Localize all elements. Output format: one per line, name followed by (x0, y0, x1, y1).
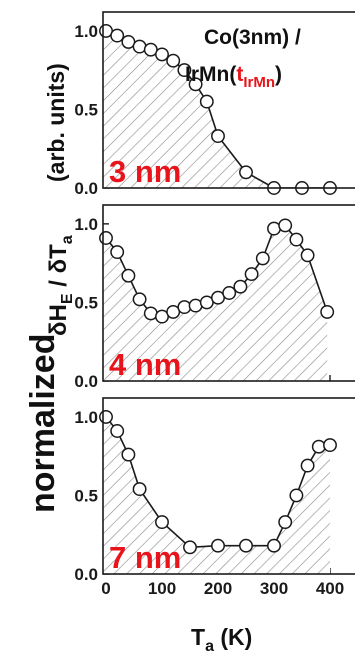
data-point (300, 248, 315, 263)
x-axis-label-unit: (K) (214, 624, 252, 650)
legend-t: t (236, 63, 243, 86)
data-point (99, 409, 113, 424)
legend-line2: IrMn(tIrMn) (185, 63, 282, 91)
panel-3nm: 0.0 0.5 1.0 3 nm Co(3nm) / IrMn(tIrMn) (74, 11, 355, 198)
legend-line1: Co(3nm) / (204, 26, 301, 49)
legend-t-sub: IrMn (243, 74, 275, 91)
data-point (121, 268, 136, 283)
data-point (300, 458, 315, 473)
x-axis-label-t: T (191, 624, 205, 650)
data-point (311, 439, 326, 454)
data-point (110, 245, 125, 260)
y-tick-label: 1.0 (74, 408, 98, 427)
panel-3nm-frame (102, 11, 355, 189)
data-point (244, 267, 259, 282)
panel-4nm: 0.0 0.5 1.0 4 nm (74, 204, 355, 391)
data-point (132, 482, 147, 497)
data-point (199, 94, 214, 109)
data-point (110, 424, 125, 438)
x-tick-label: 400 (316, 579, 344, 598)
data-point (320, 304, 335, 319)
data-point (132, 292, 147, 307)
y-axis-label-slash: / δT (45, 244, 72, 294)
panel-7nm-yticklabels: 0.0 0.5 1.0 (74, 408, 98, 584)
data-point (267, 221, 281, 236)
data-point (239, 165, 253, 180)
y-tick-label: 0.0 (74, 372, 98, 391)
panel-7nm-xticklabels: 0 100 200 300 400 (101, 579, 344, 598)
y-axis-label-dh-sub: E (59, 293, 76, 304)
y-axis-label-dh: δH (45, 304, 72, 336)
y-axis-label-normalized: normalized (24, 334, 62, 513)
data-point (121, 447, 136, 462)
data-point (155, 515, 169, 530)
data-point (323, 438, 337, 453)
legend-line2-suffix: ) (275, 63, 282, 86)
y-tick-label: 0.0 (74, 179, 98, 198)
data-point (278, 218, 293, 233)
x-axis-label: Ta (K) (191, 624, 252, 655)
y-tick-label: 0.5 (74, 100, 98, 119)
panel-7nm-label: 7 nm (109, 540, 181, 575)
panel-4nm-yticklabels: 0.0 0.5 1.0 (74, 215, 98, 391)
data-point (222, 286, 237, 300)
y-tick-label: 0.0 (74, 565, 98, 584)
panel-7nm: 0.0 0.5 1.0 0 100 200 300 400 7 nm (74, 397, 355, 598)
data-point (188, 298, 203, 313)
y-axis-label-derivative: δHE / δTa (45, 235, 76, 336)
data-point (233, 279, 248, 294)
panel-3nm-yticklabels: 0.0 0.5 1.0 (74, 22, 98, 198)
panel-7nm-markers (99, 409, 337, 555)
y-axis-label-dt-sub: a (59, 235, 76, 244)
y-axis-label-units: (arb. units) (43, 63, 69, 182)
x-tick-label: 100 (148, 579, 176, 598)
data-point (143, 306, 158, 321)
x-tick-label: 200 (204, 579, 232, 598)
x-tick-label: 0 (101, 579, 110, 598)
panel-4nm-frame (102, 204, 355, 382)
data-point (155, 47, 169, 62)
data-point (177, 300, 192, 315)
data-point (177, 63, 192, 78)
data-point (255, 251, 270, 266)
data-point (211, 538, 225, 553)
x-tick-label: 300 (260, 579, 288, 598)
data-point (278, 515, 293, 530)
panel-7nm-frame (102, 397, 355, 575)
data-point (289, 488, 304, 503)
y-tick-label: 0.5 (74, 293, 98, 312)
data-point (99, 231, 113, 245)
legend-line2-prefix: IrMn( (185, 63, 236, 86)
panel-7nm-area (103, 416, 330, 574)
data-point (211, 129, 225, 144)
data-point (239, 538, 253, 553)
data-point (183, 540, 197, 555)
panel-4nm-label: 4 nm (109, 347, 181, 382)
panel-3nm-area (103, 30, 330, 188)
y-tick-label: 1.0 (74, 22, 98, 41)
data-point (132, 39, 147, 54)
data-point (188, 77, 203, 92)
x-axis-label-sub: a (205, 638, 214, 655)
panel-3nm-label: 3 nm (109, 154, 181, 189)
y-tick-label: 0.5 (74, 486, 98, 505)
data-point (289, 232, 304, 247)
data-point (110, 28, 125, 43)
y-tick-label: 1.0 (74, 215, 98, 234)
data-point (166, 53, 181, 68)
data-point (267, 538, 281, 553)
